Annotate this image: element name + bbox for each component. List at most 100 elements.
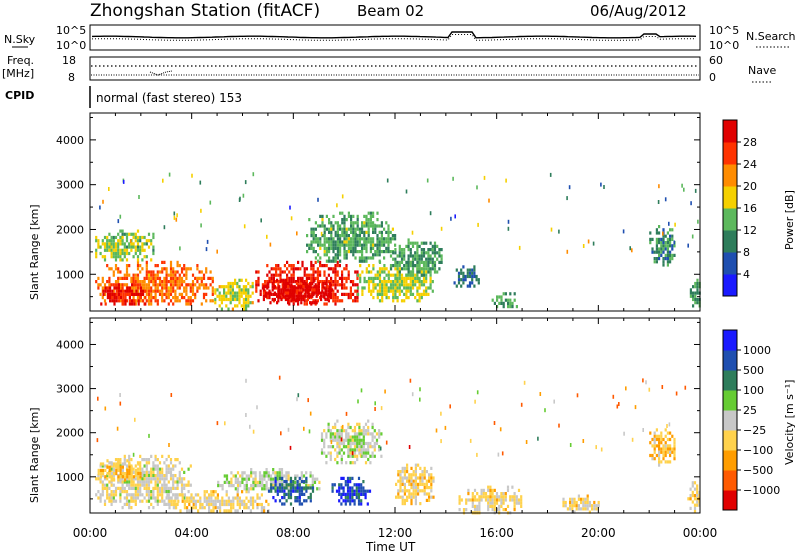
power-cell: [336, 250, 339, 254]
velocity-cell: [130, 480, 133, 484]
velocity-cell: [96, 438, 99, 443]
velocity-cell: [174, 499, 177, 503]
velocity-cell: [580, 500, 583, 505]
velocity-cell: [360, 441, 363, 446]
velocity-cell: [564, 500, 567, 505]
velocity-cell: [294, 486, 297, 490]
xtick-label: 12:00: [378, 526, 413, 540]
velocity-cell: [362, 448, 365, 452]
power-cell: [332, 296, 335, 300]
power-cell: [341, 221, 344, 225]
power-cell: [325, 276, 328, 280]
velocity-cell: [355, 492, 358, 496]
velocity-cell: [97, 496, 100, 500]
velocity-cell: [349, 502, 352, 506]
power-cell: [303, 302, 306, 306]
power-cell: [185, 276, 188, 280]
velocity-cell: [408, 476, 411, 480]
velocity-cell: [349, 486, 352, 490]
velocity-cell: [364, 441, 368, 446]
power-cell: [132, 245, 135, 249]
power-cell: [433, 251, 437, 255]
velocity-cell: [515, 495, 518, 499]
velocity-cell: [660, 434, 663, 438]
velocity-cell: [132, 467, 135, 471]
velocity-cell: [139, 467, 142, 471]
power-cell: [431, 264, 434, 268]
velocity-cell: [689, 506, 692, 510]
power-cell: [367, 230, 370, 234]
velocity-cell: [247, 477, 251, 481]
power-cell: [147, 296, 151, 300]
velocity-cell: [432, 476, 435, 480]
velocity-cell: [130, 465, 133, 469]
power-cell: [125, 258, 129, 262]
power-cell: [367, 211, 370, 215]
velocity-cell: [366, 489, 369, 493]
power-cell: [363, 237, 366, 241]
power-cell: [272, 283, 275, 287]
velocity-cell: [119, 499, 122, 503]
power-cell: [136, 283, 140, 287]
power-cell: [214, 291, 217, 295]
power-cell: [336, 240, 339, 244]
power-colorbar-segment: [723, 274, 737, 297]
power-cell: [321, 289, 324, 293]
power-cell: [117, 270, 120, 274]
power-cell: [697, 219, 699, 224]
power-cell: [154, 276, 157, 280]
power-cell: [292, 273, 295, 277]
velocity-cell: [110, 483, 113, 487]
power-cell: [310, 264, 313, 268]
power-cell: [124, 292, 127, 296]
velocity-cell: [276, 477, 279, 481]
power-cell: [323, 270, 326, 274]
velocity-cell: [471, 501, 474, 505]
velocity-cell: [502, 508, 505, 512]
power-cell: [211, 292, 214, 296]
noise-strip: N.Sky 10^5 10^0 10^5 10^0 N.Search: [4, 24, 796, 52]
velocity-cell: [110, 496, 113, 500]
velocity-cell: [103, 502, 107, 506]
power-cell: [183, 264, 186, 268]
power-cell: [433, 270, 437, 274]
power-cell: [392, 251, 395, 255]
velocity-cell: [274, 480, 277, 484]
power-cell: [187, 283, 190, 287]
power-cell: [97, 286, 100, 290]
power-cell: [566, 249, 569, 254]
velocity-cell: [513, 498, 516, 502]
velocity-cell: [664, 434, 667, 438]
power-cell: [407, 276, 410, 280]
power-cell: [304, 281, 307, 286]
velocity-cell: [130, 458, 133, 462]
power-cell: [154, 289, 157, 293]
power-cell: [666, 257, 669, 261]
power-cell: [270, 276, 273, 280]
velocity-cell: [258, 484, 262, 488]
velocity-cell: [666, 424, 668, 428]
velocity-cell: [210, 499, 213, 503]
power-cell: [172, 302, 175, 306]
power-cell: [308, 292, 311, 296]
power-cell: [696, 278, 699, 282]
power-cell: [321, 243, 324, 247]
power-cell: [176, 296, 179, 300]
power-cell: [345, 240, 348, 244]
power-cell: [154, 292, 157, 296]
velocity-cell: [347, 432, 350, 436]
power-cell: [356, 296, 359, 300]
power-cell: [176, 270, 179, 274]
power-cell: [385, 240, 388, 244]
power-cell: [354, 283, 357, 287]
velocity-cell: [307, 484, 310, 488]
power-cell: [666, 244, 669, 248]
power-cell: [600, 182, 602, 187]
power-cell: [462, 281, 465, 285]
power-cell: [292, 302, 295, 306]
power-cell: [297, 276, 300, 280]
velocity-cell: [289, 476, 293, 480]
velocity-cell: [128, 475, 131, 479]
power-cell: [240, 278, 243, 282]
power-cell: [425, 264, 428, 268]
